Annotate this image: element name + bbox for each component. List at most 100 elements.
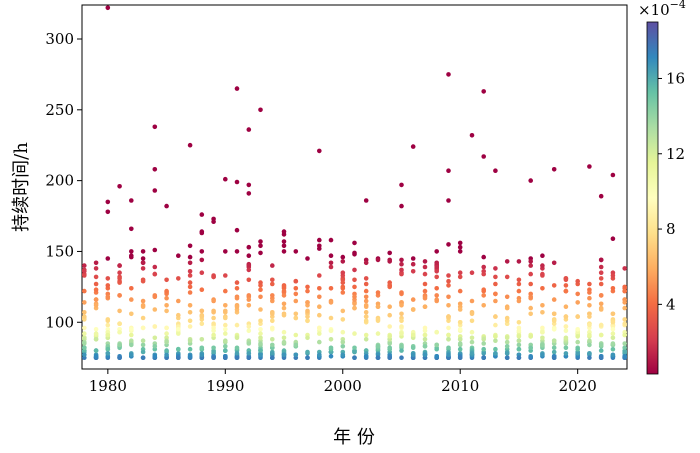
data-point <box>528 263 533 268</box>
data-point <box>493 314 498 319</box>
colorbar-multiplier-base: ×10 <box>638 1 670 19</box>
data-point <box>117 355 122 361</box>
data-point <box>446 325 451 331</box>
data-point <box>352 305 357 311</box>
data-point <box>610 273 616 278</box>
data-point <box>176 276 181 281</box>
data-point <box>516 298 522 304</box>
data-point <box>293 332 299 338</box>
data-point <box>246 303 252 308</box>
data-point <box>164 339 169 345</box>
x-tick-label: 1980 <box>89 377 127 395</box>
data-point <box>129 286 134 291</box>
outlier-point <box>129 198 134 203</box>
data-point <box>481 346 487 352</box>
data-point <box>622 288 627 294</box>
outlier-point <box>117 184 122 189</box>
data-point <box>328 300 334 305</box>
data-point <box>446 337 451 342</box>
data-point <box>446 278 451 284</box>
data-point <box>598 307 604 312</box>
data-point <box>281 284 287 290</box>
data-point <box>117 270 122 276</box>
data-point <box>434 264 440 270</box>
data-point <box>129 297 134 302</box>
data-point <box>516 281 522 287</box>
data-point <box>563 304 569 310</box>
data-point <box>563 314 569 319</box>
data-point <box>469 298 475 304</box>
data-point <box>352 355 357 361</box>
data-point <box>563 328 569 334</box>
data-point <box>152 344 158 349</box>
data-point <box>152 264 158 270</box>
plot-frame <box>81 4 628 370</box>
data-point <box>481 341 487 346</box>
data-point <box>199 257 205 263</box>
data-point <box>187 273 193 278</box>
data-point <box>446 294 451 300</box>
data-point <box>352 301 357 307</box>
data-point <box>246 267 252 273</box>
data-point <box>270 318 275 324</box>
data-point <box>481 303 487 308</box>
data-point <box>187 310 193 315</box>
data-point <box>199 230 205 236</box>
data-point <box>587 314 592 319</box>
data-point <box>258 348 263 353</box>
data-point <box>328 286 334 291</box>
outlier-point <box>446 168 451 173</box>
x-tick-label: 1990 <box>206 377 244 395</box>
data-point <box>317 339 322 345</box>
data-point <box>516 288 522 294</box>
data-point <box>610 346 616 352</box>
data-point <box>587 355 592 361</box>
data-point <box>199 321 205 327</box>
data-point <box>563 351 569 356</box>
data-point <box>199 314 205 319</box>
data-point <box>575 314 580 319</box>
data-point <box>223 303 228 308</box>
data-point <box>328 315 334 321</box>
data-point <box>598 270 604 276</box>
data-point <box>187 346 193 352</box>
data-point <box>575 278 580 284</box>
data-point <box>598 332 604 338</box>
data-point <box>363 294 369 300</box>
data-point <box>199 308 205 314</box>
data-point <box>246 355 252 361</box>
data-point <box>563 345 569 351</box>
data-point <box>258 352 263 358</box>
data-point <box>270 355 275 361</box>
data-point <box>211 349 216 355</box>
data-point <box>328 328 334 334</box>
data-point <box>246 263 252 268</box>
data-point <box>469 335 475 341</box>
data-point <box>140 260 146 266</box>
data-point <box>551 338 557 344</box>
data-point <box>281 329 287 335</box>
data-point <box>340 329 346 335</box>
data-point <box>504 351 510 356</box>
data-point <box>152 293 158 298</box>
data-point <box>493 346 498 352</box>
data-point <box>93 266 99 271</box>
y-tick-label: 300 <box>45 30 74 48</box>
data-point <box>387 250 393 256</box>
data-point <box>504 344 510 349</box>
data-point <box>258 294 263 300</box>
data-point <box>258 243 263 249</box>
outlier-point <box>528 178 533 183</box>
data-point <box>457 244 463 250</box>
data-point <box>258 280 263 285</box>
data-point <box>575 351 580 356</box>
data-point <box>528 281 533 287</box>
data-point <box>422 288 428 294</box>
data-point <box>622 332 627 338</box>
data-point <box>363 332 369 338</box>
data-point <box>281 288 287 294</box>
data-point <box>281 229 287 234</box>
data-point <box>117 342 122 348</box>
x-tick-label: 2000 <box>324 377 362 395</box>
